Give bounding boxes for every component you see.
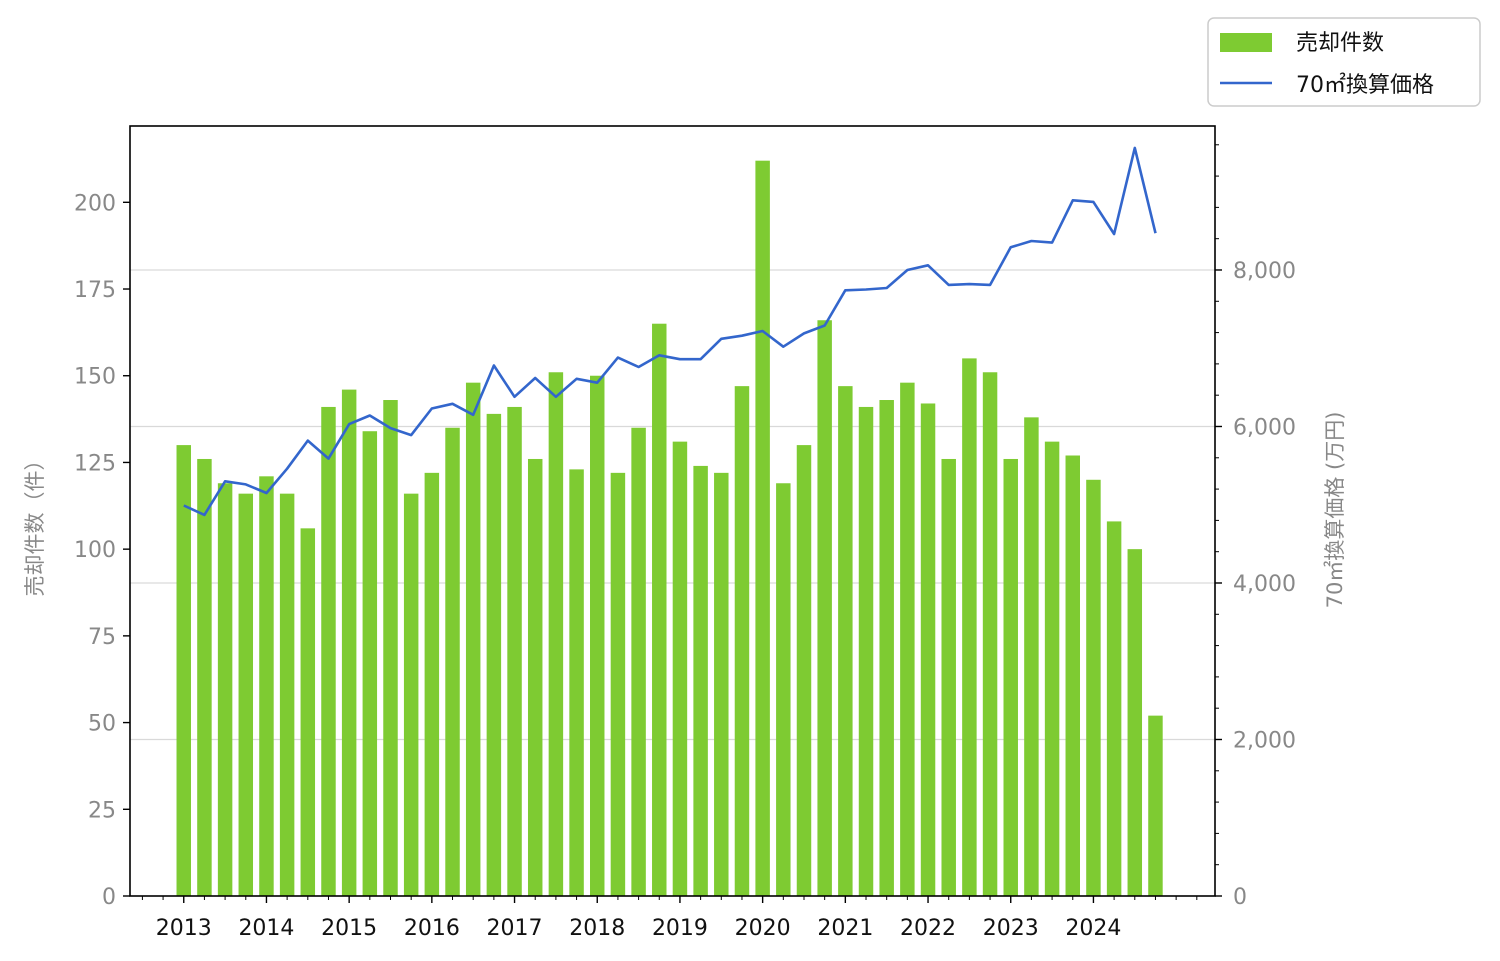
right-tick-label: 2,000 bbox=[1233, 728, 1296, 753]
right-tick-label: 6,000 bbox=[1233, 415, 1296, 440]
bar bbox=[362, 431, 378, 896]
right-axis-title: 70㎡換算価格 (万円) bbox=[1323, 412, 1347, 609]
left-tick-label: 75 bbox=[88, 625, 116, 650]
right-tick-label: 4,000 bbox=[1233, 572, 1296, 597]
x-tick-label: 2015 bbox=[321, 916, 377, 941]
bar bbox=[714, 472, 729, 896]
left-tick-label: 50 bbox=[88, 712, 116, 737]
x-axis: 2013 2014 2015 2016 2017 2018 2019 2020 2021 2022… bbox=[141, 896, 1198, 941]
legend-bar-label: 売却件数 bbox=[1296, 31, 1384, 56]
right-y-axis: 0 2,000 4,000 6,000 8,000 bbox=[1215, 144, 1296, 910]
bar bbox=[197, 458, 212, 896]
bar bbox=[755, 160, 770, 896]
x-tick-label: 2017 bbox=[487, 916, 543, 941]
bar bbox=[693, 465, 708, 896]
bar bbox=[817, 320, 832, 896]
bar bbox=[300, 528, 316, 896]
bar bbox=[486, 413, 502, 896]
bar bbox=[590, 375, 605, 896]
plot-frame bbox=[129, 125, 1216, 897]
bar bbox=[1148, 715, 1163, 896]
bar bbox=[796, 445, 812, 896]
legend: 売却件数 70㎡換算価格 bbox=[1207, 17, 1481, 107]
bar bbox=[238, 493, 254, 896]
bar bbox=[1065, 455, 1080, 896]
bar bbox=[776, 483, 791, 896]
bar bbox=[672, 441, 688, 896]
left-tick-label: 0 bbox=[102, 885, 116, 910]
bar bbox=[569, 469, 584, 896]
left-tick-label: 175 bbox=[74, 278, 116, 303]
legend-bar-swatch bbox=[1220, 33, 1272, 52]
bar bbox=[527, 458, 543, 896]
right-tick-label: 8,000 bbox=[1233, 259, 1296, 284]
price-line bbox=[183, 146, 1157, 517]
bar bbox=[1106, 521, 1122, 896]
bar bbox=[631, 427, 646, 896]
bar bbox=[610, 472, 626, 896]
bar bbox=[465, 382, 481, 897]
x-tick-label: 2019 bbox=[652, 916, 708, 941]
bar bbox=[1086, 479, 1101, 896]
bar-series bbox=[176, 160, 1163, 897]
bar bbox=[403, 493, 419, 896]
left-tick-label: 25 bbox=[88, 798, 116, 823]
bar bbox=[1044, 441, 1060, 896]
bar bbox=[383, 400, 398, 896]
bar bbox=[734, 386, 750, 896]
bar bbox=[259, 476, 274, 896]
bar bbox=[982, 372, 998, 897]
bar bbox=[424, 472, 440, 896]
bar bbox=[507, 406, 522, 896]
bar bbox=[838, 386, 853, 896]
bar bbox=[900, 382, 915, 897]
left-tick-label: 100 bbox=[74, 538, 116, 563]
x-tick-label: 2020 bbox=[735, 916, 791, 941]
left-tick-label: 200 bbox=[74, 191, 116, 216]
legend-frame bbox=[1207, 17, 1481, 107]
bar bbox=[879, 400, 894, 896]
left-y-axis: 0 25 50 75 100 125 150 175 200 bbox=[74, 191, 130, 910]
x-tick-label: 2024 bbox=[1065, 916, 1121, 941]
bar bbox=[1024, 417, 1039, 896]
x-tick-label: 2014 bbox=[238, 916, 294, 941]
bar bbox=[279, 493, 295, 896]
bar bbox=[941, 458, 956, 896]
bar bbox=[1127, 549, 1143, 896]
x-tick-label: 2013 bbox=[156, 916, 212, 941]
x-tick-label: 2018 bbox=[569, 916, 625, 941]
bar bbox=[652, 323, 667, 896]
legend-line-label: 70㎡換算価格 bbox=[1296, 72, 1434, 98]
bar bbox=[962, 358, 977, 896]
bar bbox=[321, 406, 336, 896]
left-tick-label: 150 bbox=[74, 365, 116, 390]
x-tick-label: 2023 bbox=[983, 916, 1039, 941]
x-tick-label: 2022 bbox=[900, 916, 956, 941]
bar bbox=[176, 445, 191, 896]
right-tick-label: 0 bbox=[1233, 885, 1247, 910]
bar bbox=[1003, 458, 1018, 896]
bar bbox=[341, 389, 357, 896]
bar bbox=[920, 403, 936, 896]
bar bbox=[548, 372, 564, 897]
bar bbox=[858, 406, 874, 896]
bar bbox=[445, 427, 460, 896]
left-tick-label: 125 bbox=[74, 451, 116, 476]
bar bbox=[217, 483, 233, 896]
line-series bbox=[183, 146, 1157, 517]
x-tick-label: 2021 bbox=[817, 916, 873, 941]
x-tick-label: 2016 bbox=[404, 916, 460, 941]
left-axis-title: 売却件数（件） bbox=[23, 450, 47, 597]
